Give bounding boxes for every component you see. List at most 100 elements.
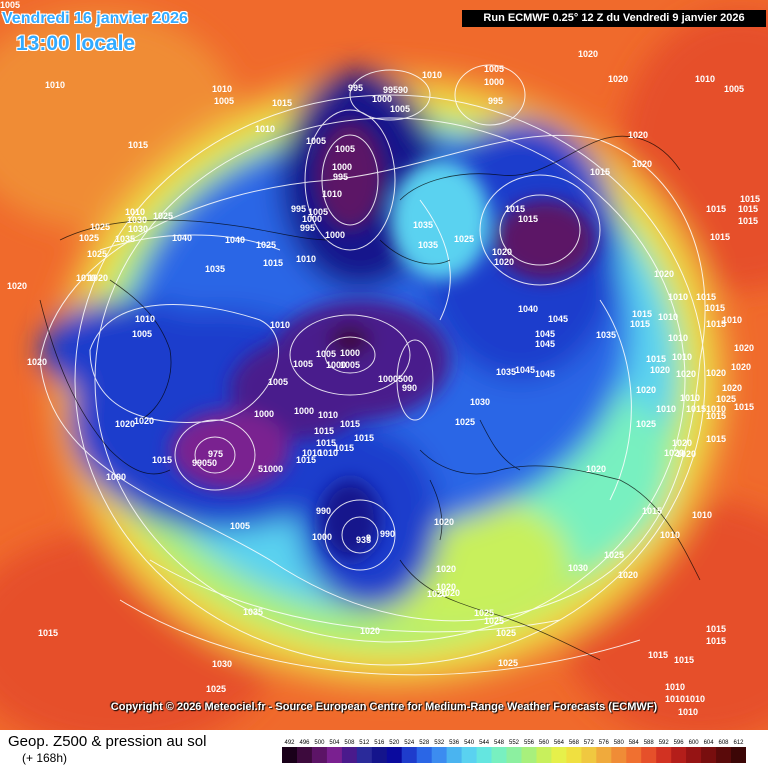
pressure-label: 1010	[255, 124, 275, 134]
scale-swatch	[446, 747, 463, 763]
scale-swatch	[551, 747, 567, 763]
pressure-label: 1015	[354, 433, 374, 443]
pressure-label: 1015	[505, 204, 525, 214]
scale-swatch	[282, 747, 298, 763]
pressure-label: 1005	[0, 0, 20, 10]
pressure-label: 1035	[243, 607, 263, 617]
pressure-label: 1025	[153, 211, 173, 221]
pressure-label: 995	[348, 83, 363, 93]
pressure-label: 1040	[225, 235, 245, 245]
copyright-text: Copyright © 2026 Meteociel.fr - Source E…	[110, 701, 658, 713]
scale-tick-label: 536	[449, 740, 460, 746]
pressure-label: 1000	[332, 162, 352, 172]
scale-swatch	[581, 747, 597, 763]
pressure-label: 1015	[38, 628, 58, 638]
pressure-label: 51000	[258, 464, 283, 474]
pressure-label: 1020	[436, 564, 456, 574]
scale-tick-label: 504	[329, 740, 340, 746]
run-info-box: Run ECMWF 0.25° 12 Z du Vendredi 9 janvi…	[462, 10, 766, 27]
pressure-label: 1010	[668, 292, 688, 302]
scale-tick-label: 532	[434, 740, 445, 746]
pressure-label: 1020	[632, 159, 652, 169]
pressure-label: 1040	[518, 304, 538, 314]
pressure-label: 1015	[642, 506, 662, 516]
scale-tick-label: 568	[569, 740, 580, 746]
forecast-date: Vendredi 16 janvier 2026	[2, 10, 188, 27]
pressure-labels: 1010 1015 1010 1005 1015 1010 995 99590 …	[0, 0, 760, 717]
scale-tick-label: 572	[584, 740, 595, 746]
scale-swatch	[371, 747, 388, 763]
pressure-label: 1025	[716, 394, 736, 404]
pressure-label: 1010	[692, 510, 712, 520]
pressure-label: 1020	[436, 582, 456, 592]
pressure-label: 1020	[628, 130, 648, 140]
pressure-label: 1010	[665, 694, 685, 704]
scale-swatch	[431, 747, 448, 763]
pressure-label: 1000	[294, 406, 314, 416]
pressure-label: 1005	[724, 84, 744, 94]
pressure-label: 1035	[496, 367, 516, 377]
scale-swatch	[566, 747, 582, 763]
pressure-label: 1025	[454, 234, 474, 244]
pressure-label: 1040	[172, 233, 192, 243]
z500-map: 1010 1015 1010 1005 1015 1010 995 99590 …	[0, 0, 768, 730]
pressure-label: 1010	[318, 410, 338, 420]
pressure-label: 1020	[427, 589, 447, 599]
pressure-label: 1000	[340, 348, 360, 358]
pressure-label: 1020	[650, 365, 670, 375]
pressure-label: 1015	[316, 438, 336, 448]
pressure-label: 1020	[608, 74, 628, 84]
pressure-label: 1015	[686, 404, 706, 414]
scale-tick-label: 540	[464, 740, 475, 746]
pressure-label: 1000	[106, 472, 126, 482]
pressure-label: 1015	[518, 214, 538, 224]
pressure-label: 1020	[734, 343, 754, 353]
pressure-label: 1015	[706, 204, 726, 214]
scale-swatch	[401, 747, 418, 763]
scale-swatch	[686, 747, 702, 763]
scale-tick-label: 592	[659, 740, 670, 746]
scale-swatch	[641, 747, 657, 763]
pressure-label: 1035	[413, 220, 433, 230]
pressure-label: 1010	[296, 254, 316, 264]
pressure-label: 1020	[676, 369, 696, 379]
scale-tick-label: 516	[374, 740, 385, 746]
forecast-time: 13:00 locale	[16, 32, 136, 55]
pressure-label: 9	[366, 533, 371, 543]
pressure-label: 1020	[440, 588, 460, 598]
pressure-label: 1000	[325, 230, 345, 240]
pressure-label: 1015	[705, 303, 725, 313]
scale-swatch	[701, 747, 717, 763]
pressure-label: 1010	[125, 207, 145, 217]
pressure-label: 1015	[296, 455, 316, 465]
pressure-label: 1015	[706, 624, 726, 634]
scale-tick-label: 604	[704, 740, 715, 746]
pressure-label: 1010	[302, 448, 322, 458]
scale-tick-label: 500	[314, 740, 325, 746]
pressure-label: 1025	[206, 684, 226, 694]
scale-swatch	[311, 747, 328, 763]
scale-swatch	[521, 747, 537, 763]
pressure-label: 1020	[492, 247, 512, 257]
pressure-label: 1045	[535, 369, 555, 379]
pressure-label: 1020	[731, 362, 751, 372]
pressure-label: 1015	[738, 204, 758, 214]
pressure-label: 1015	[734, 402, 754, 412]
pressure-label: 1015	[152, 455, 172, 465]
pressure-label: 1020	[360, 626, 380, 636]
pressure-label: 1035	[596, 330, 616, 340]
pressure-label: 1005	[308, 207, 328, 217]
pressure-label: 1025	[636, 419, 656, 429]
pressure-label: 1005	[484, 64, 504, 74]
pressure-label: 1010	[660, 530, 680, 540]
pressure-label: 1000	[302, 214, 322, 224]
scale-tick-label: 544	[479, 740, 490, 746]
pressure-label: 1025	[455, 417, 475, 427]
pressure-label: 1020	[578, 49, 598, 59]
scale-tick-label: 512	[359, 740, 370, 746]
scale-swatch	[671, 747, 687, 763]
pressure-label: 1020	[434, 517, 454, 527]
pressure-label: 1045	[548, 314, 568, 324]
scale-tick-label: 608	[718, 740, 729, 746]
pressure-label: 1035	[115, 234, 135, 244]
